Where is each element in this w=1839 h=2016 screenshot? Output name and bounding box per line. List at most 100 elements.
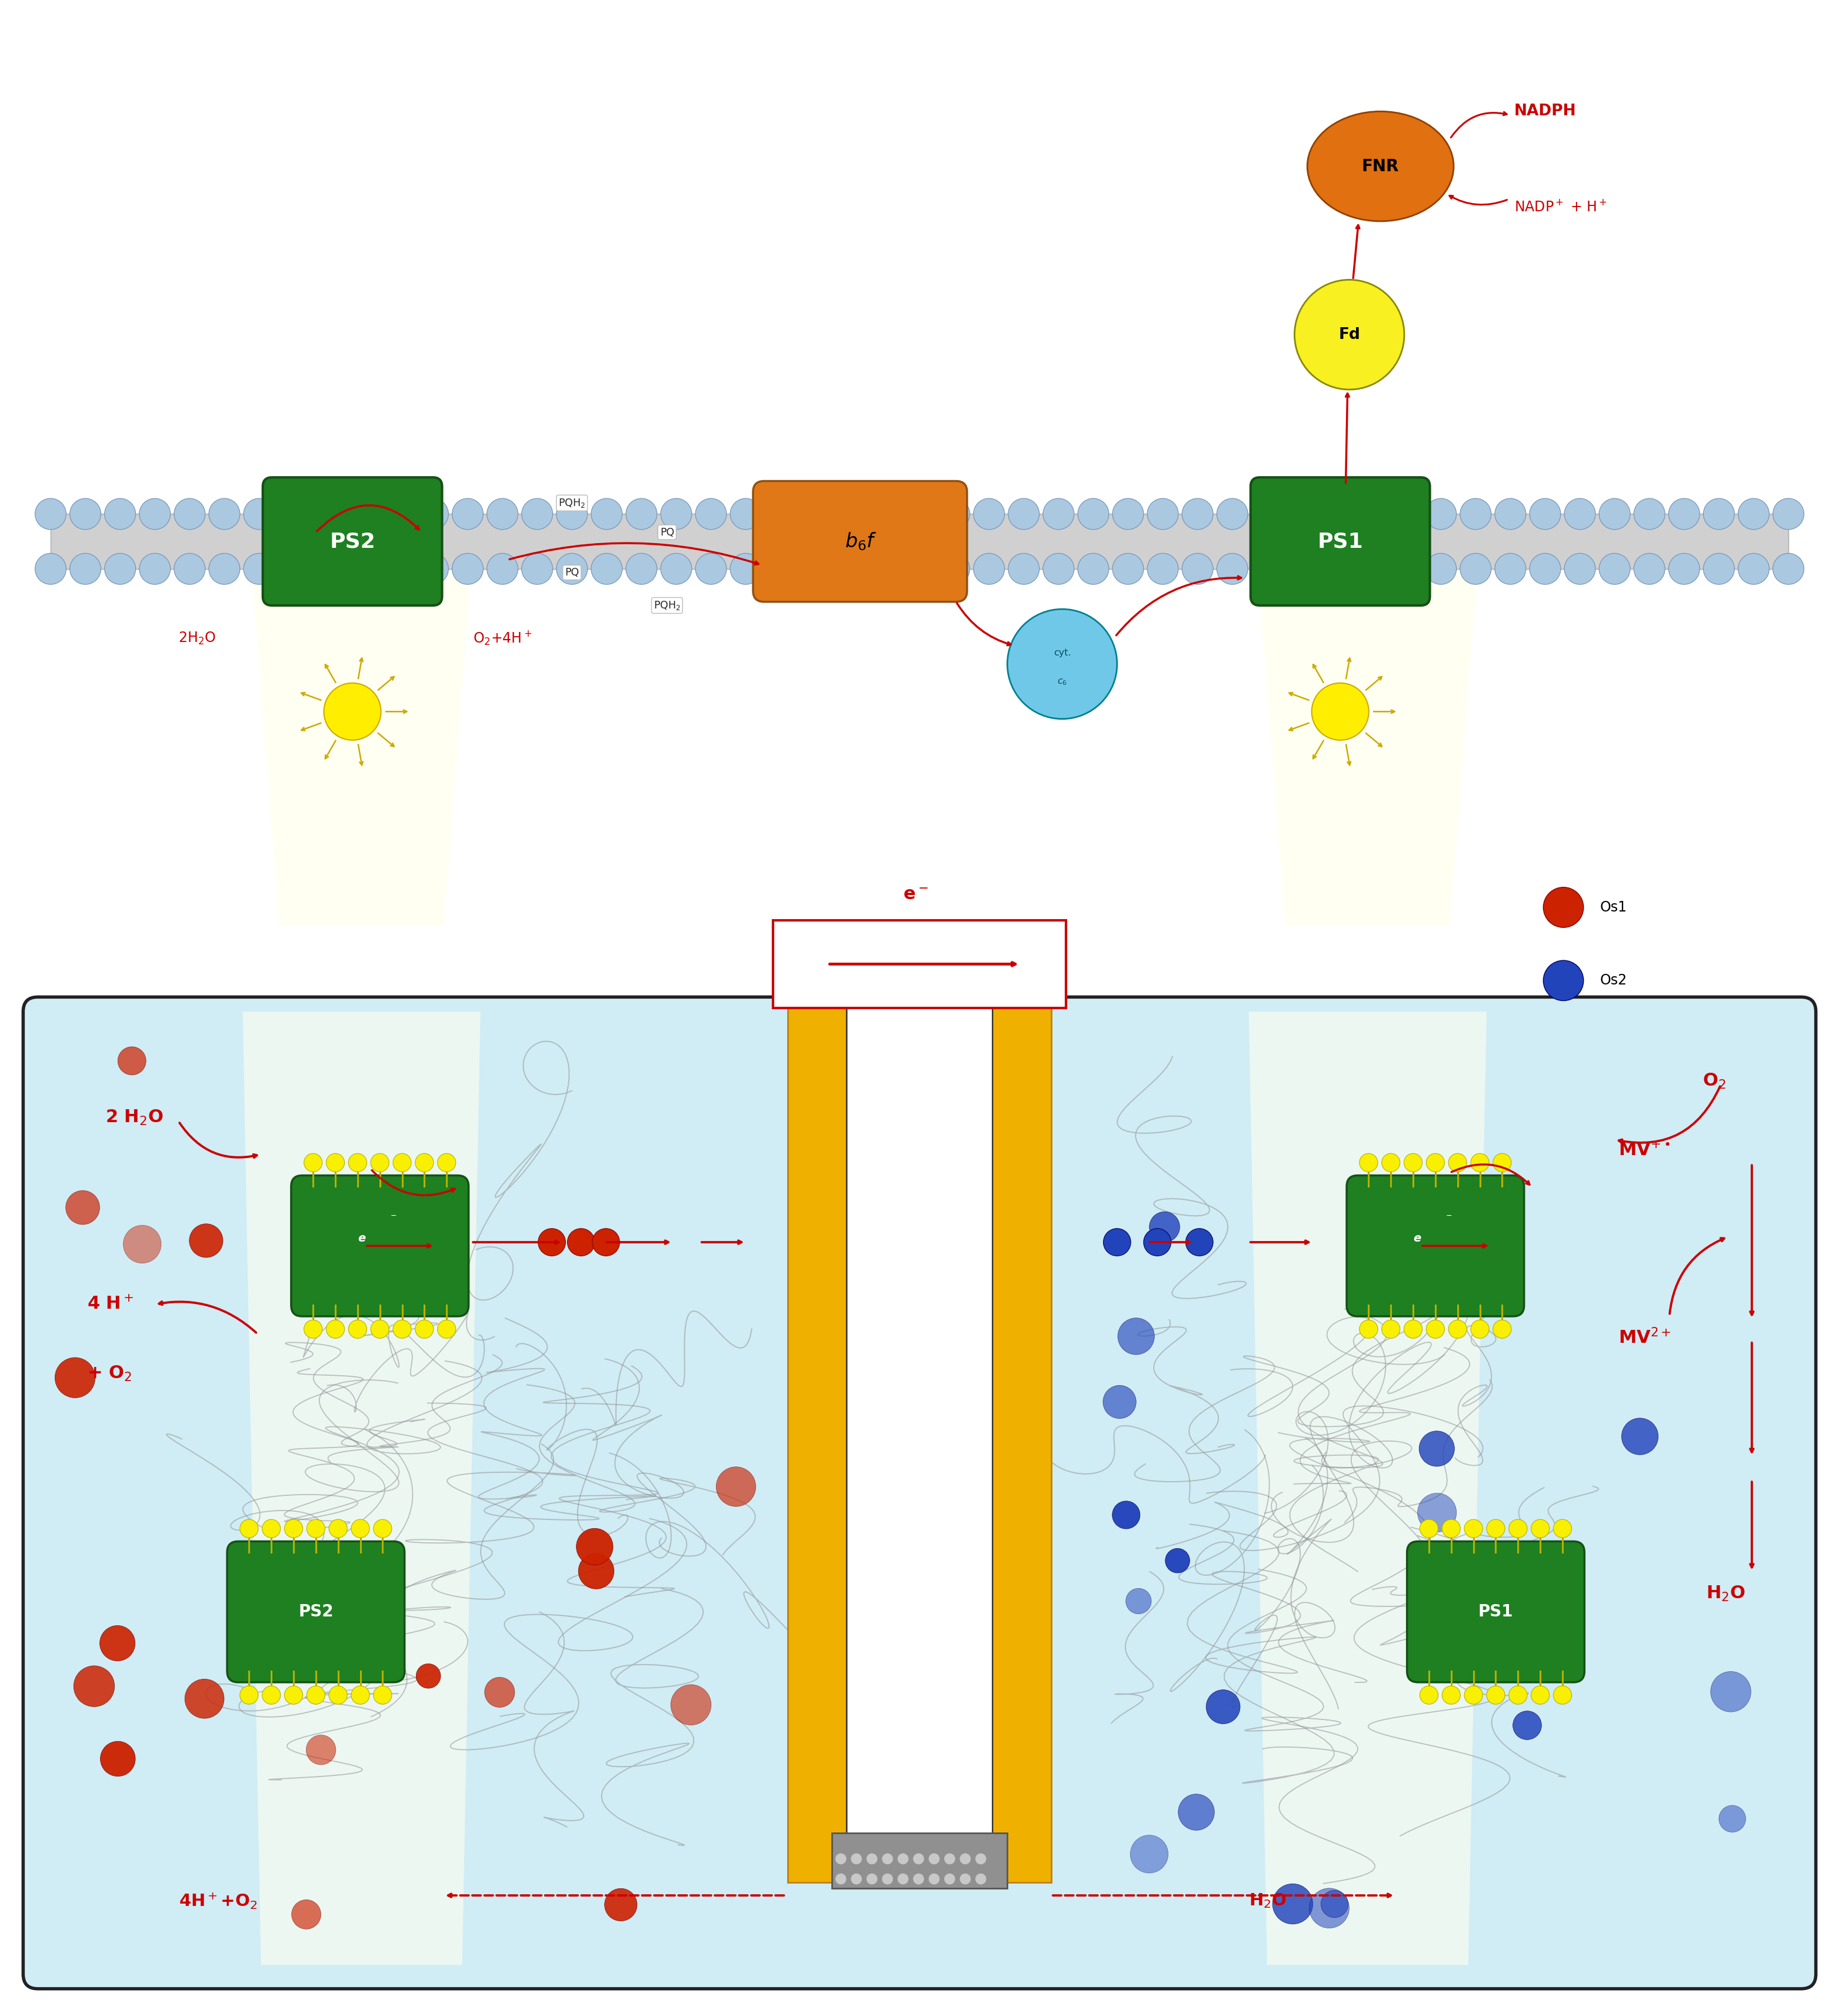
Circle shape xyxy=(1403,1320,1422,1339)
Circle shape xyxy=(1532,1685,1550,1704)
Circle shape xyxy=(590,552,622,585)
Circle shape xyxy=(326,1320,344,1339)
Circle shape xyxy=(1565,498,1596,530)
Circle shape xyxy=(1471,1153,1490,1171)
Circle shape xyxy=(285,1685,303,1704)
Circle shape xyxy=(1530,552,1561,585)
Circle shape xyxy=(1420,1685,1438,1704)
Circle shape xyxy=(263,1685,281,1704)
Circle shape xyxy=(1773,498,1804,530)
Circle shape xyxy=(348,1320,366,1339)
Circle shape xyxy=(1355,498,1387,530)
FancyBboxPatch shape xyxy=(1346,1175,1525,1316)
Circle shape xyxy=(1486,1520,1504,1538)
Circle shape xyxy=(278,498,309,530)
Circle shape xyxy=(1565,552,1596,585)
Circle shape xyxy=(1217,498,1249,530)
Circle shape xyxy=(305,1736,337,1764)
Text: O$_2$+4H$^+$: O$_2$+4H$^+$ xyxy=(473,629,531,647)
Text: PS2: PS2 xyxy=(298,1603,333,1621)
Text: e: e xyxy=(1412,1234,1422,1244)
Circle shape xyxy=(1252,552,1282,585)
Circle shape xyxy=(883,1853,894,1865)
Circle shape xyxy=(416,1663,441,1687)
Circle shape xyxy=(452,552,484,585)
Circle shape xyxy=(105,552,136,585)
Text: cyt.: cyt. xyxy=(1054,649,1070,657)
Circle shape xyxy=(1186,1228,1214,1256)
Circle shape xyxy=(1103,1228,1131,1256)
Circle shape xyxy=(660,552,691,585)
Circle shape xyxy=(394,1320,412,1339)
Text: Fd: Fd xyxy=(1339,327,1361,343)
Circle shape xyxy=(1427,1320,1444,1339)
Circle shape xyxy=(487,498,519,530)
Circle shape xyxy=(210,552,239,585)
Circle shape xyxy=(851,1873,862,1885)
Circle shape xyxy=(1460,552,1491,585)
Circle shape xyxy=(1008,609,1116,720)
Circle shape xyxy=(303,1320,322,1339)
Circle shape xyxy=(1285,552,1317,585)
Text: 2 H$_2$O: 2 H$_2$O xyxy=(105,1109,164,1127)
Circle shape xyxy=(800,498,831,530)
Circle shape xyxy=(35,498,66,530)
Text: 4H$^+$+O$_2$: 4H$^+$+O$_2$ xyxy=(178,1891,257,1911)
Circle shape xyxy=(210,498,239,530)
Circle shape xyxy=(140,498,171,530)
Circle shape xyxy=(1043,498,1074,530)
Circle shape xyxy=(605,1889,636,1921)
Circle shape xyxy=(960,1873,971,1885)
FancyBboxPatch shape xyxy=(226,1542,405,1681)
Circle shape xyxy=(348,552,379,585)
Polygon shape xyxy=(1249,1012,1486,1966)
Circle shape xyxy=(417,498,449,530)
FancyBboxPatch shape xyxy=(24,998,1815,1988)
Circle shape xyxy=(625,498,657,530)
Text: Os2: Os2 xyxy=(1600,974,1628,988)
Circle shape xyxy=(851,1853,862,1865)
Circle shape xyxy=(1043,552,1074,585)
Circle shape xyxy=(416,1320,434,1339)
Circle shape xyxy=(70,552,101,585)
Text: O$_2$: O$_2$ xyxy=(1703,1073,1725,1091)
Circle shape xyxy=(1710,1671,1751,1712)
Text: PS2: PS2 xyxy=(329,532,375,552)
Circle shape xyxy=(348,1153,366,1171)
Circle shape xyxy=(373,1685,392,1704)
Circle shape xyxy=(487,552,519,585)
Circle shape xyxy=(371,1320,390,1339)
Circle shape xyxy=(55,1357,96,1397)
Circle shape xyxy=(730,552,761,585)
Circle shape xyxy=(1543,960,1583,1000)
Circle shape xyxy=(243,552,274,585)
Text: FNR: FNR xyxy=(1363,157,1399,175)
Circle shape xyxy=(1355,552,1387,585)
Circle shape xyxy=(1425,552,1456,585)
Circle shape xyxy=(522,552,554,585)
Circle shape xyxy=(186,1679,224,1718)
Text: $^-$: $^-$ xyxy=(388,1214,397,1224)
Circle shape xyxy=(1295,280,1405,389)
Circle shape xyxy=(715,1468,756,1506)
Circle shape xyxy=(324,683,381,740)
Circle shape xyxy=(1414,1639,1444,1667)
Circle shape xyxy=(351,1520,370,1538)
Circle shape xyxy=(351,1685,370,1704)
Circle shape xyxy=(307,1520,326,1538)
Circle shape xyxy=(239,1685,257,1704)
Polygon shape xyxy=(252,569,471,925)
Circle shape xyxy=(1668,498,1699,530)
Circle shape xyxy=(371,1153,390,1171)
Circle shape xyxy=(1311,683,1368,740)
FancyBboxPatch shape xyxy=(1407,1542,1585,1681)
Text: MV$^{+\bullet}$: MV$^{+\bullet}$ xyxy=(1618,1143,1670,1159)
Circle shape xyxy=(883,1873,894,1885)
Circle shape xyxy=(307,1685,326,1704)
Circle shape xyxy=(1118,1318,1155,1355)
Circle shape xyxy=(1493,1320,1512,1339)
Circle shape xyxy=(576,1528,612,1564)
Circle shape xyxy=(695,552,726,585)
Bar xyxy=(831,1833,1008,1889)
Circle shape xyxy=(1166,1548,1190,1572)
